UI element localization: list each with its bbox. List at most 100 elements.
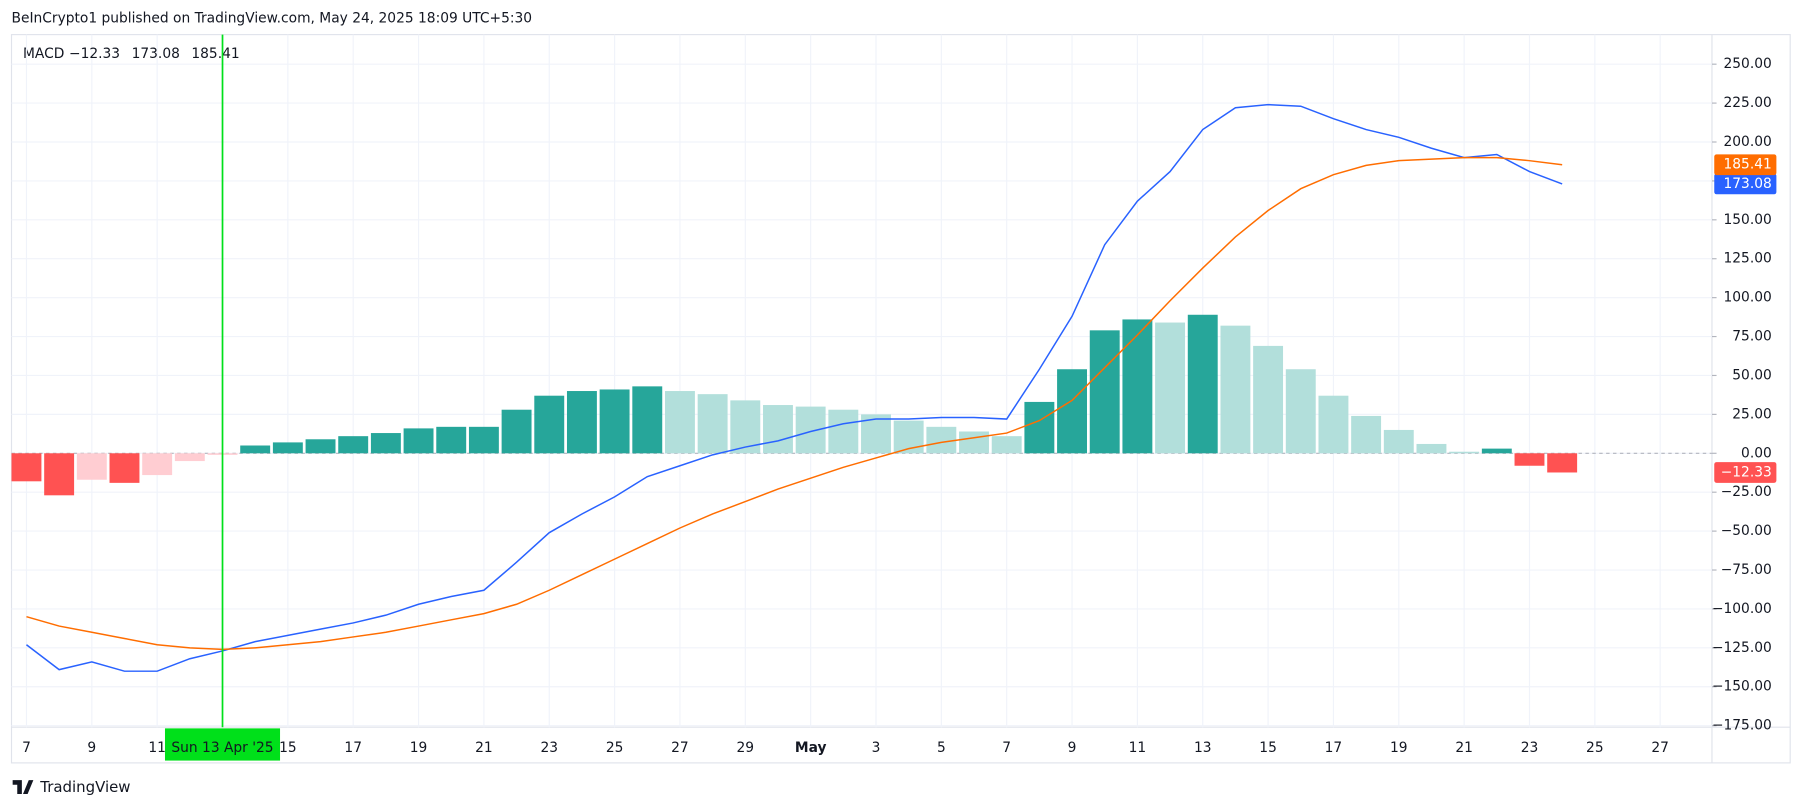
histogram-bar: [534, 395, 565, 454]
logo: TradingView: [12, 778, 131, 796]
macd-line: [26, 103, 1563, 672]
histogram-bar: [1351, 415, 1382, 454]
histogram-bar: [664, 391, 695, 454]
price-badge: [1714, 154, 1777, 176]
price-badge-label: −12.33: [1721, 464, 1772, 480]
histogram-bar: [305, 439, 336, 454]
y-tick-label: −175.00: [1712, 718, 1772, 734]
y-tick-label: −75.00: [1721, 562, 1772, 578]
x-tick-label: 19: [1390, 740, 1408, 756]
histogram-bar: [403, 428, 434, 454]
x-tick-label: 17: [1325, 740, 1343, 756]
x-tick-label: May: [795, 740, 827, 756]
histogram-bar: [926, 426, 957, 454]
histogram-bar: [338, 436, 369, 454]
histogram-bar: [1122, 319, 1153, 454]
x-tick-label: 9: [1068, 740, 1077, 756]
histogram-bar: [142, 453, 173, 476]
x-tick-label: 27: [1651, 740, 1669, 756]
crosshair-label: Sun 13 Apr '25: [171, 740, 273, 756]
y-tick-label: 100.00: [1724, 290, 1772, 306]
x-tick-label: 3: [872, 740, 881, 756]
y-tick-label: 25.00: [1732, 406, 1772, 422]
x-tick-label: 21: [475, 740, 493, 756]
histogram-bar: [11, 453, 42, 482]
histogram-bar: [1024, 401, 1055, 454]
histogram-bar: [1155, 322, 1186, 454]
histogram-bar: [959, 431, 989, 454]
legend-title: MACD: [23, 46, 64, 62]
y-tick-label: 150.00: [1724, 212, 1772, 228]
histogram-bar: [1318, 395, 1349, 454]
price-badge-label: 185.41: [1724, 157, 1772, 173]
y-tick-label: 250.00: [1724, 56, 1772, 72]
y-tick-label: 225.00: [1724, 95, 1772, 111]
grid: [11, 34, 1712, 728]
histogram-bar: [468, 426, 499, 454]
x-tick-label: 17: [344, 740, 362, 756]
histogram-bar: [44, 453, 75, 496]
histogram-bar: [370, 433, 401, 454]
x-tick-label: 15: [279, 740, 297, 756]
histogram-bar: [1253, 345, 1284, 454]
x-tick-label: 29: [737, 740, 755, 756]
x-tick-label: 9: [87, 740, 96, 756]
x-tick-label: 5: [937, 740, 946, 756]
y-tick-label: −150.00: [1712, 679, 1772, 695]
histogram-bar: [1057, 369, 1088, 454]
histogram-bar: [763, 405, 793, 454]
x-tick-label: 23: [1521, 740, 1539, 756]
histogram-bar: [109, 453, 140, 483]
histogram-bar: [1383, 429, 1414, 454]
crosshair-box: [164, 728, 281, 761]
y-tick-label: 50.00: [1732, 367, 1772, 383]
histogram-bar: [599, 389, 630, 454]
histogram-bar: [174, 453, 205, 462]
y-tick-label: −50.00: [1721, 523, 1772, 539]
y-tick-label: 125.00: [1724, 251, 1772, 267]
histogram-bar: [1220, 325, 1251, 454]
legend-value: 173.08: [132, 46, 180, 62]
histogram-bar: [1089, 330, 1120, 454]
histogram-bar: [795, 406, 826, 454]
y-tick-label: −25.00: [1721, 484, 1772, 500]
x-tick-label: 19: [410, 740, 428, 756]
x-tick-label: 11: [1129, 740, 1147, 756]
header: BeInCrypto1 published on TradingView.com…: [12, 11, 533, 27]
histogram-bar: [501, 409, 532, 454]
y-tick-label: −125.00: [1712, 640, 1772, 656]
legend-value: −12.33: [69, 46, 120, 62]
x-tick-label: 7: [22, 740, 31, 756]
x-tick-label: 27: [671, 740, 689, 756]
x-tick-label: 11: [148, 740, 166, 756]
price-badge: [1714, 173, 1777, 195]
y-tick-label: 75.00: [1732, 329, 1772, 345]
macd-line: [26, 156, 1563, 651]
y-tick-label: 200.00: [1724, 134, 1772, 150]
histogram-bar: [1547, 453, 1578, 473]
x-tick-label: 25: [606, 740, 624, 756]
histogram-bar: [1416, 443, 1447, 454]
x-tick-label: 13: [1194, 740, 1212, 756]
histogram-bar: [240, 445, 271, 454]
y-tick-label: 0.00: [1741, 445, 1772, 461]
x-tick-label: 15: [1259, 740, 1277, 756]
histogram-bar: [566, 391, 597, 454]
histogram-bar: [1449, 451, 1480, 454]
x-tick-label: 25: [1586, 740, 1604, 756]
histogram-bar: [1481, 448, 1512, 454]
histogram-bar: [76, 453, 107, 480]
legend-value: 185.41: [191, 46, 239, 62]
histogram-bar: [1285, 369, 1316, 454]
frame: [10, 34, 1791, 764]
histogram-bar: [893, 420, 924, 454]
histogram-bar: [272, 442, 303, 454]
footer: TradingView: [39, 778, 130, 796]
price-badge-label: 173.08: [1724, 176, 1772, 192]
histogram-bar: [436, 426, 467, 454]
price-badge: [1714, 462, 1777, 483]
x-tick-label: 21: [1455, 740, 1473, 756]
histogram-bar: [1514, 453, 1545, 466]
histogram-bar: [632, 386, 663, 454]
